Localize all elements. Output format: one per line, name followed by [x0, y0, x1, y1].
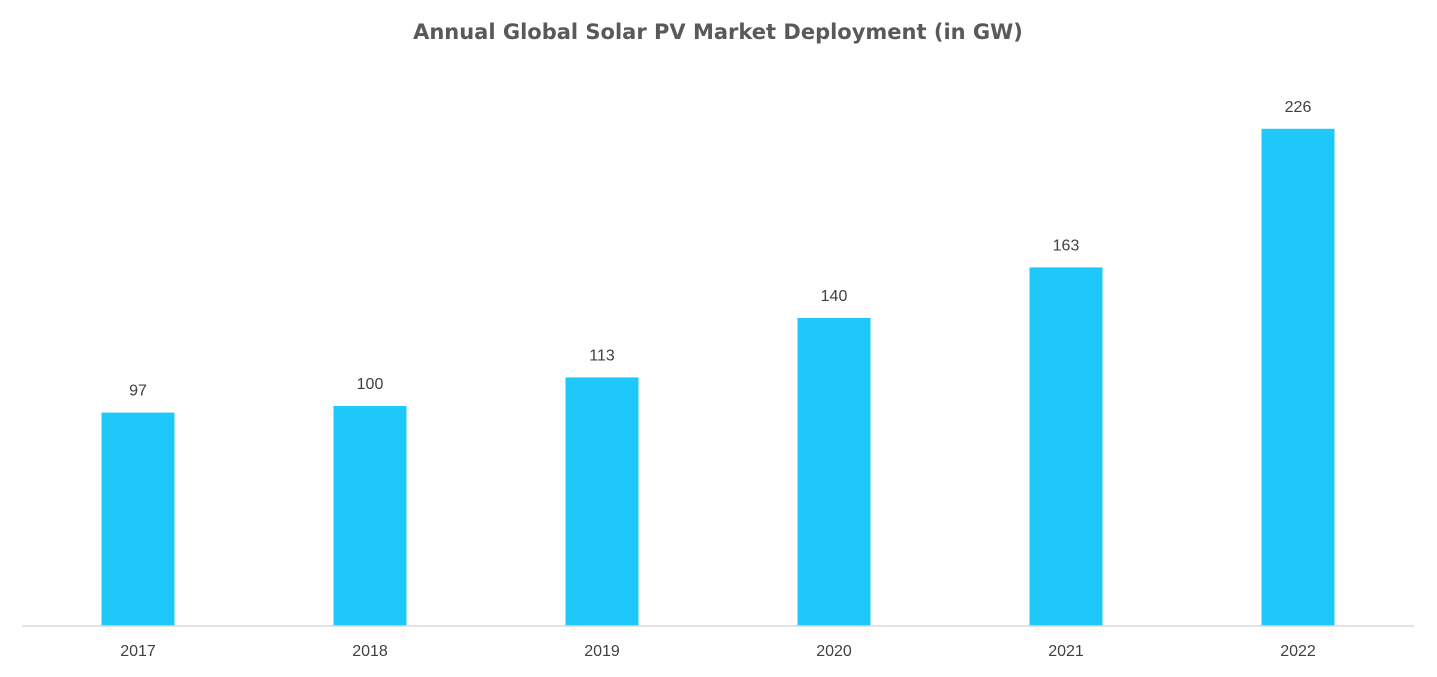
chart-title: Annual Global Solar PV Market Deployment…: [413, 20, 1023, 44]
x-tick-label-2021: 2021: [1048, 643, 1084, 660]
x-tick-label-2017: 2017: [120, 643, 156, 660]
bar-2019: [565, 377, 639, 626]
x-tick-labels-layer: 2017 2018 2019 2020 2021 2022: [120, 643, 1316, 660]
x-tick-label-2020: 2020: [816, 643, 852, 660]
data-label-2019: 113: [589, 347, 615, 364]
data-label-2021: 163: [1053, 237, 1080, 254]
bars-layer: [101, 128, 1335, 627]
bar-2021: [1029, 267, 1103, 626]
bar-2020: [797, 318, 871, 626]
bar-2018: [333, 406, 407, 626]
data-label-2018: 100: [357, 376, 384, 393]
x-tick-label-2019: 2019: [584, 643, 620, 660]
x-tick-label-2018: 2018: [352, 643, 388, 660]
data-label-2022: 226: [1285, 99, 1312, 116]
data-label-2017: 97: [129, 383, 147, 400]
data-label-2020: 140: [821, 288, 848, 305]
bar-2022: [1261, 128, 1335, 627]
x-tick-label-2022: 2022: [1280, 643, 1316, 660]
data-labels-layer: 97 100 113 140 163 226: [129, 99, 1311, 400]
bar-2017: [101, 412, 175, 626]
